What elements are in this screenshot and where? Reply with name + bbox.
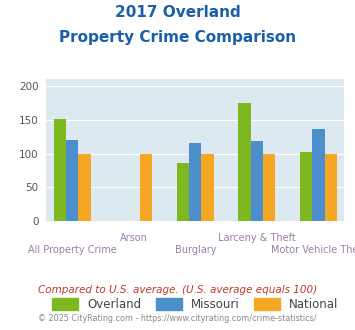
- Bar: [54, 119, 66, 221]
- Text: Burglary: Burglary: [175, 245, 216, 255]
- Text: Larceny & Theft: Larceny & Theft: [218, 233, 296, 243]
- Bar: [201, 153, 214, 221]
- Text: Arson: Arson: [120, 233, 148, 243]
- Text: 2017 Overland: 2017 Overland: [115, 5, 240, 20]
- Legend: Overland, Missouri, National: Overland, Missouri, National: [46, 292, 345, 317]
- Text: Compared to U.S. average. (U.S. average equals 100): Compared to U.S. average. (U.S. average …: [38, 285, 317, 295]
- Bar: [189, 144, 201, 221]
- Text: Property Crime Comparison: Property Crime Comparison: [59, 30, 296, 45]
- Bar: [78, 153, 91, 221]
- Bar: [66, 140, 78, 221]
- Text: © 2025 CityRating.com - https://www.cityrating.com/crime-statistics/: © 2025 CityRating.com - https://www.city…: [38, 314, 317, 323]
- Bar: [300, 152, 312, 221]
- Text: Motor Vehicle Theft: Motor Vehicle Theft: [271, 245, 355, 255]
- Bar: [324, 153, 337, 221]
- Bar: [140, 153, 152, 221]
- Bar: [238, 103, 251, 221]
- Bar: [251, 141, 263, 221]
- Bar: [312, 129, 324, 221]
- Text: All Property Crime: All Property Crime: [28, 245, 116, 255]
- Bar: [177, 163, 189, 221]
- Bar: [263, 153, 275, 221]
